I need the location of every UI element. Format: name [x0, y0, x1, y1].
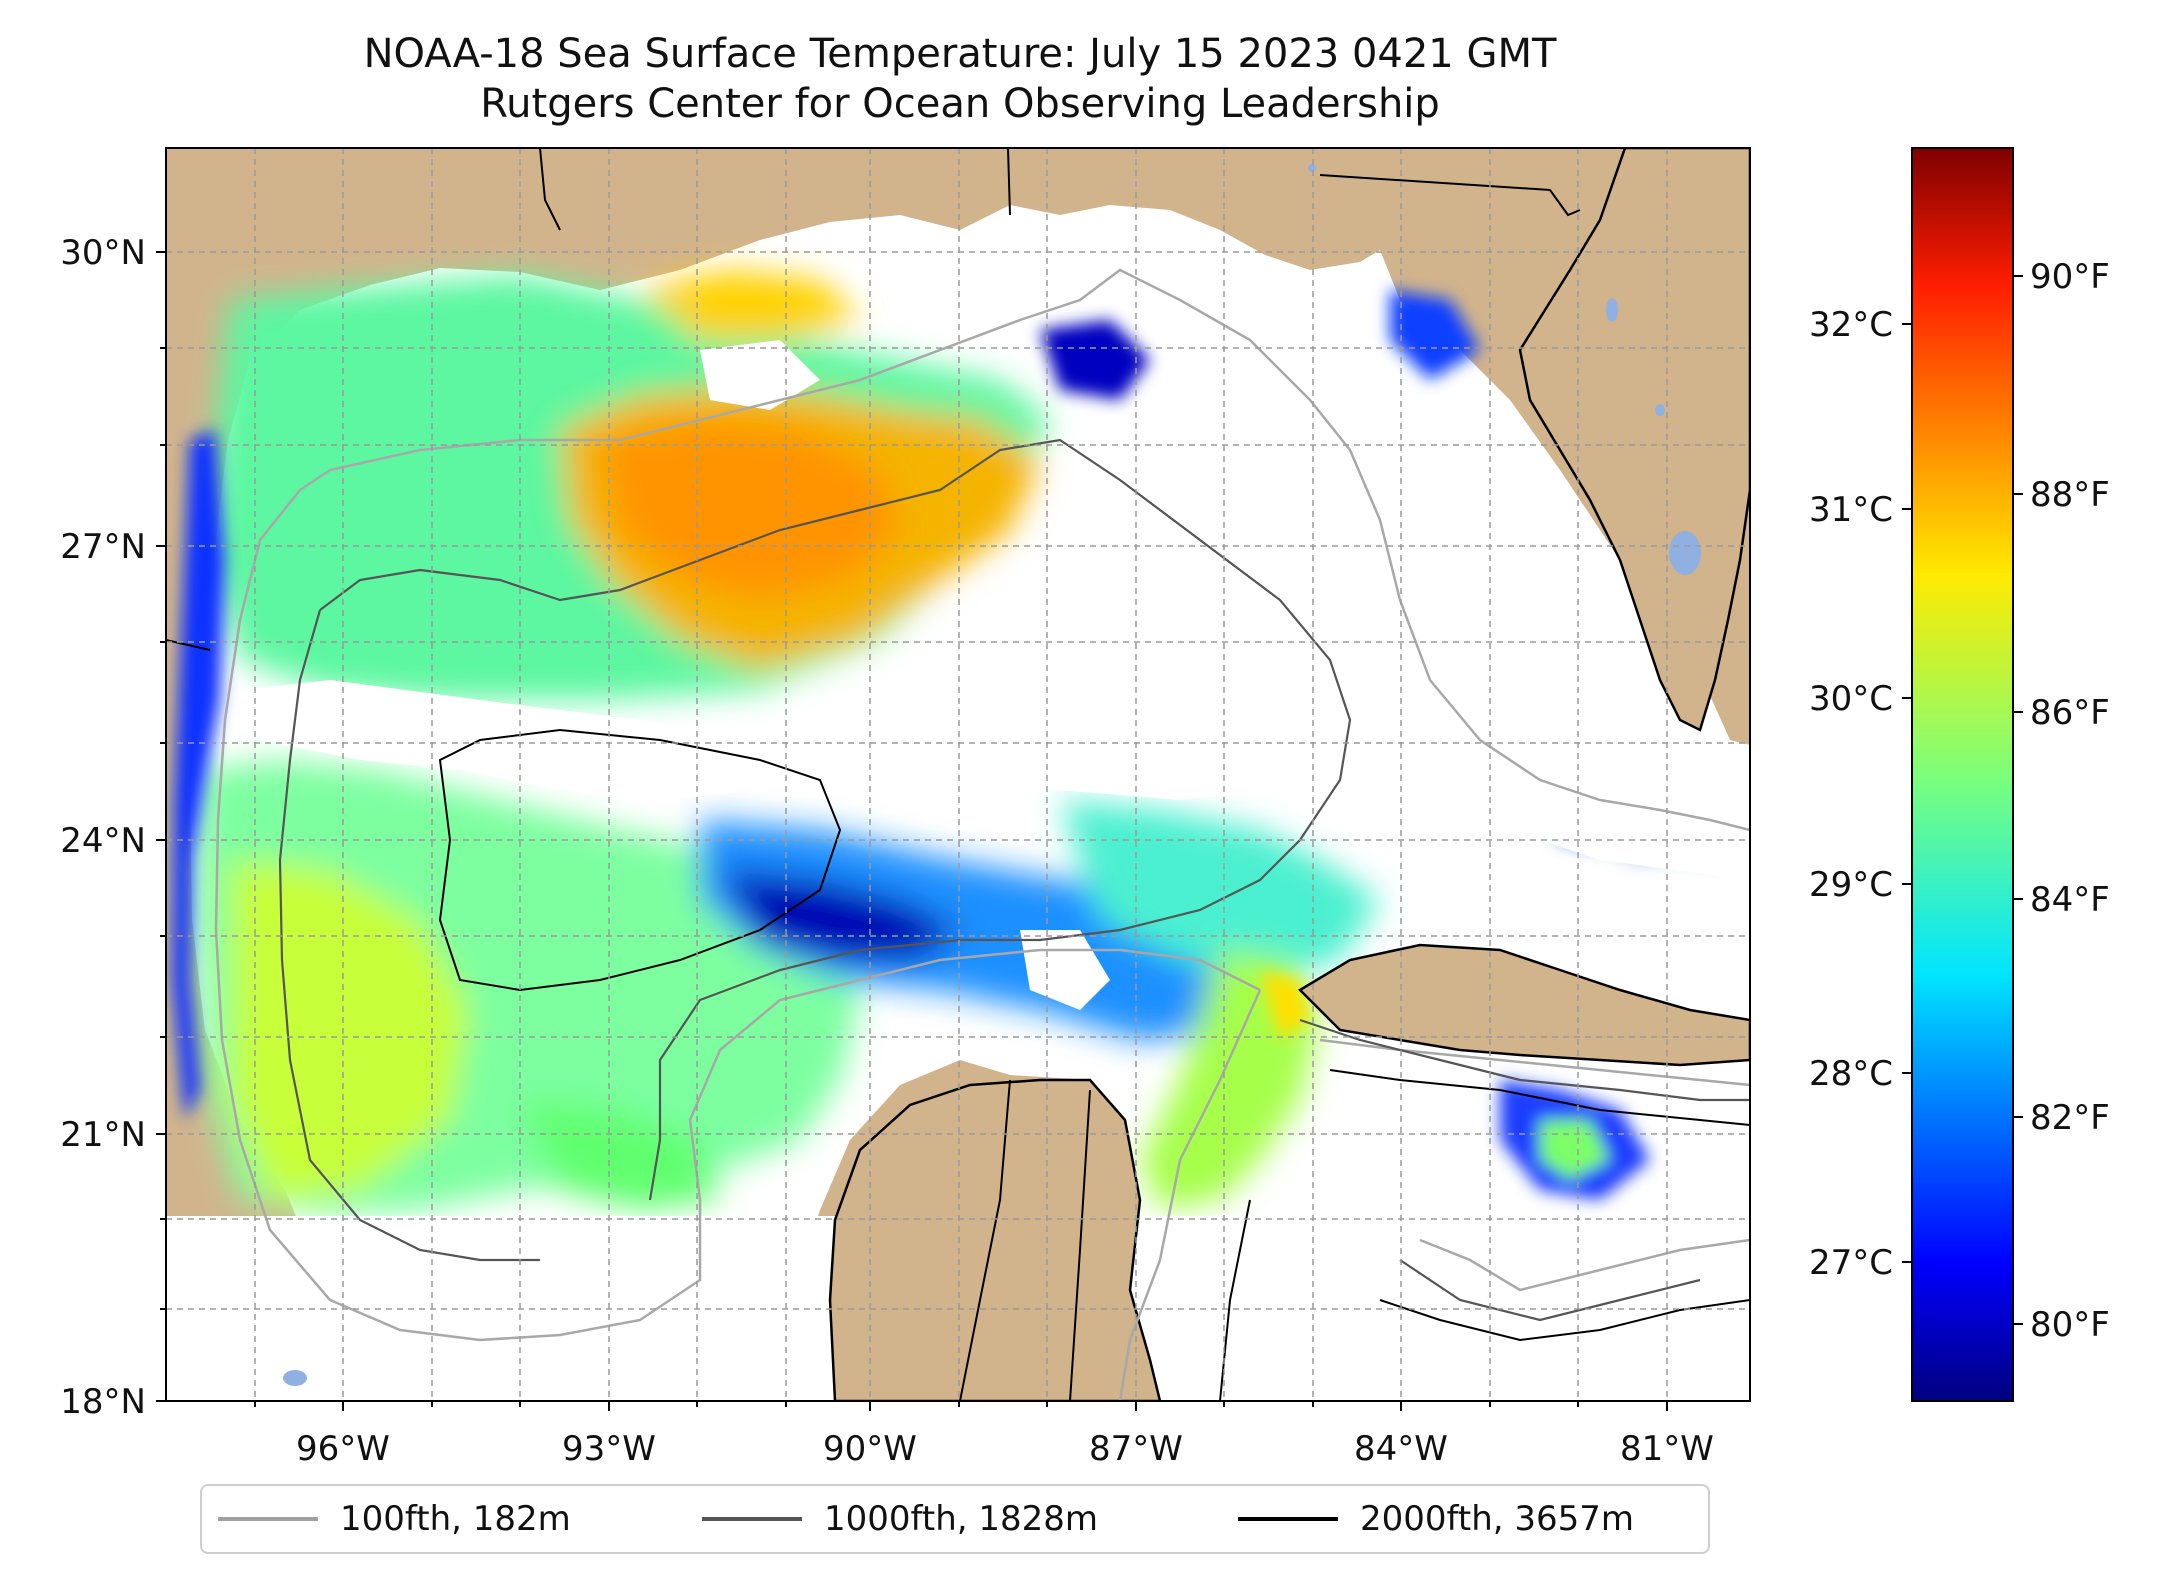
fahrenheit-label-88: 88°F: [2030, 475, 2110, 515]
legend-swatch-1000fth: [702, 1517, 802, 1521]
lon-label-87w: 87°W: [1089, 1429, 1183, 1469]
bathymetry-100fth: [214, 268, 1750, 1401]
lon-label-81w: 81°W: [1620, 1429, 1714, 1469]
lat-label-18n: 18°N: [60, 1382, 146, 1422]
contour-legend: 100fth, 182m 1000fth, 1828m 2000fth, 365…: [200, 1484, 1710, 1554]
lat-label-24n: 24°N: [60, 821, 146, 861]
fahrenheit-label-84: 84°F: [2030, 880, 2110, 920]
celsius-label-32: 32°C: [1809, 305, 1893, 345]
lat-label-30n: 30°N: [60, 233, 146, 273]
map-gridlines: [166, 148, 1750, 1401]
political-borders: [166, 148, 1581, 1401]
legend-item-100fth: 100fth, 182m: [218, 1486, 571, 1552]
sst-field: [166, 150, 1750, 1401]
longitude-axis: [254, 1401, 1668, 1411]
legend-item-2000fth: 2000fth, 3657m: [1238, 1486, 1634, 1552]
lon-label-84w: 84°W: [1354, 1429, 1448, 1469]
celsius-label-29: 29°C: [1809, 865, 1893, 905]
legend-item-1000fth: 1000fth, 1828m: [702, 1486, 1098, 1552]
fahrenheit-label-90: 90°F: [2030, 257, 2110, 297]
legend-label-100fth: 100fth, 182m: [340, 1499, 571, 1539]
lakes: [283, 164, 1701, 1386]
map-area: [166, 148, 1750, 1401]
chart-title: NOAA-18 Sea Surface Temperature: July 15…: [363, 31, 1557, 77]
lat-label-21n: 21°N: [60, 1115, 146, 1155]
legend-label-1000fth: 1000fth, 1828m: [824, 1499, 1099, 1539]
fahrenheit-label-80: 80°F: [2030, 1305, 2110, 1345]
celsius-label-27: 27°C: [1809, 1243, 1893, 1283]
colorbar: 32°C 31°C 30°C 29°C 28°C 27°C 90°F 88°F …: [1809, 147, 2110, 1402]
colorbar-gradient: [1911, 147, 2014, 1402]
lon-label-90w: 90°W: [823, 1429, 917, 1469]
chart-subtitle: Rutgers Center for Ocean Observing Leade…: [480, 81, 1440, 127]
celsius-label-30: 30°C: [1809, 679, 1893, 719]
fahrenheit-label-82: 82°F: [2030, 1098, 2110, 1138]
celsius-label-28: 28°C: [1809, 1054, 1893, 1094]
lon-label-96w: 96°W: [296, 1429, 390, 1469]
latitude-axis: [156, 251, 166, 1402]
celsius-label-31: 31°C: [1809, 490, 1893, 530]
legend-swatch-100fth: [218, 1517, 318, 1521]
fahrenheit-label-86: 86°F: [2030, 693, 2110, 733]
lat-label-27n: 27°N: [60, 527, 146, 567]
lon-label-93w: 93°W: [562, 1429, 656, 1469]
bathymetry-1000fth: [278, 438, 1750, 1322]
legend-swatch-2000fth: [1238, 1517, 1338, 1521]
legend-label-2000fth: 2000fth, 3657m: [1360, 1499, 1635, 1539]
bathymetry-2000fth: [438, 728, 1750, 1401]
